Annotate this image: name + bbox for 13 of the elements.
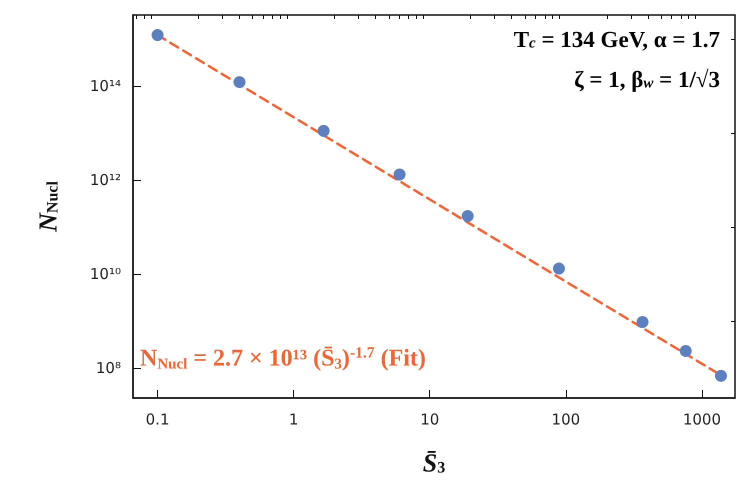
- y-tick-label: 10¹⁴: [90, 76, 121, 95]
- x-tick-label: 100: [552, 410, 580, 428]
- x-tick-label: 1: [288, 410, 298, 428]
- x-tick-label: 10: [420, 410, 440, 428]
- y-tick-label: 10⁸: [96, 358, 121, 377]
- y-tick-label: 10¹⁰: [90, 264, 121, 283]
- annotation: ζ = 1, βw = 1/√3: [574, 67, 720, 92]
- y-tick-label: 10¹²: [90, 170, 121, 189]
- x-axis-title: S̄3: [422, 448, 446, 478]
- x-tick-label: 1000: [682, 410, 722, 428]
- y-axis-title: NNucl: [34, 180, 62, 233]
- x-tick-label: 0.1: [146, 410, 170, 428]
- annotation: Tc = 134 GeV, α = 1.7: [514, 27, 720, 52]
